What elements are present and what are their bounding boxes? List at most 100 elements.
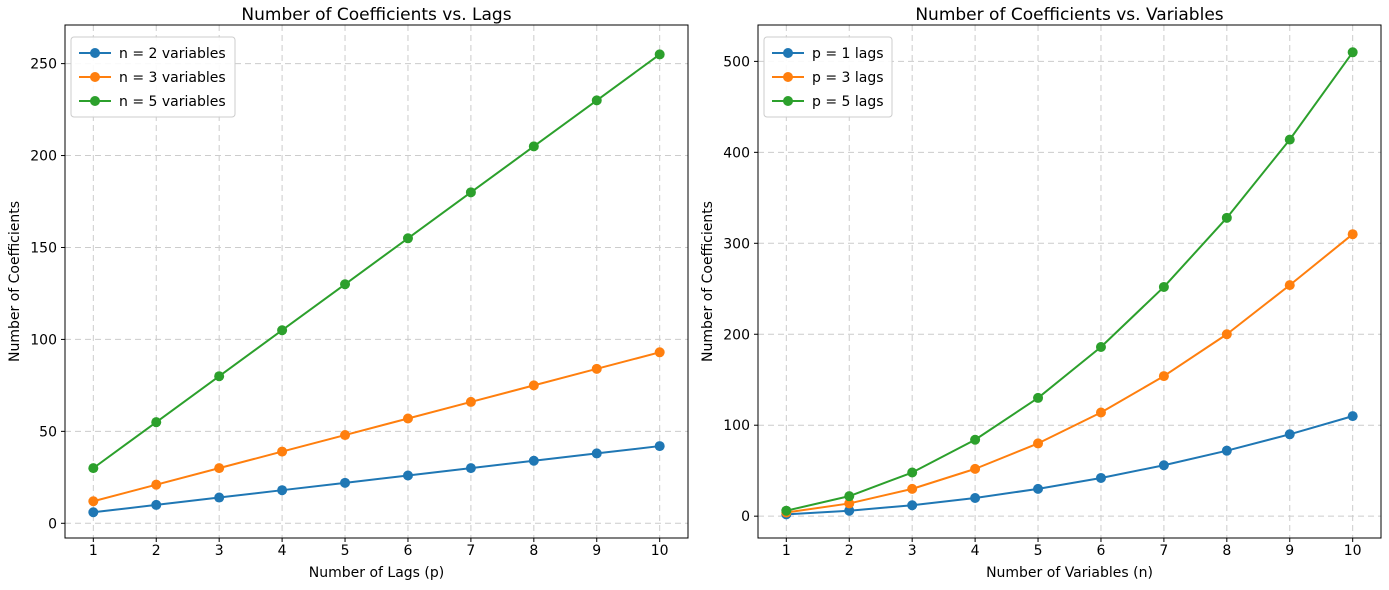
data-point-marker — [1284, 429, 1295, 440]
y-tick-label: 150 — [30, 240, 57, 256]
data-point-marker — [214, 492, 225, 503]
legend-label: n = 2 variables — [119, 46, 226, 62]
legend-box — [763, 36, 893, 118]
legend-marker-dot — [90, 72, 100, 82]
x-axis-label: Number of Lags (p) — [309, 565, 444, 581]
y-tick-label: 500 — [723, 54, 750, 70]
series-line-1 — [92, 351, 661, 503]
data-point-marker — [591, 95, 602, 106]
y-tick-label: 200 — [723, 327, 750, 343]
data-point-marker — [402, 413, 413, 424]
data-point-marker — [151, 479, 162, 490]
data-point-marker — [1158, 371, 1169, 382]
data-point-marker — [1095, 407, 1106, 418]
chart-title: Number of Coefficients vs. Variables — [915, 5, 1223, 25]
series-line-0 — [785, 415, 1354, 516]
legend-label: p = 1 lags — [812, 46, 884, 62]
y-tick-label: 100 — [30, 332, 57, 348]
legend: n = 2 variables n = 3 variables n = 5 vari… — [70, 36, 236, 118]
data-point-marker — [591, 363, 602, 374]
data-point-marker — [151, 417, 162, 428]
legend-marker-dot — [90, 48, 100, 58]
data-point-marker — [465, 463, 476, 474]
legend-marker-dot — [90, 96, 100, 106]
data-point-marker — [591, 448, 602, 459]
legend-marker-dot — [783, 96, 793, 106]
y-axis-label: Number of Coefficients — [7, 201, 23, 362]
data-point-marker — [970, 434, 981, 445]
x-tick-label: 4 — [971, 543, 980, 559]
data-point-marker — [528, 380, 539, 391]
data-point-marker — [402, 233, 413, 244]
data-point-marker — [844, 505, 855, 516]
legend: p = 1 lags p = 3 lags p = 5 lags — [763, 36, 893, 118]
x-tick-label: 3 — [215, 543, 224, 559]
y-tick-label: 50 — [39, 424, 57, 440]
data-point-marker — [781, 505, 792, 516]
data-point-marker — [1347, 411, 1358, 422]
x-tick-label: 6 — [404, 543, 413, 559]
x-tick-label: 2 — [152, 543, 161, 559]
data-point-marker — [1347, 229, 1358, 240]
plot-frame — [64, 24, 689, 539]
data-point-marker — [654, 441, 665, 452]
plot-frame — [757, 24, 1382, 539]
legend-label: p = 5 lags — [812, 94, 884, 110]
y-tick-label: 250 — [30, 57, 57, 73]
data-point-marker — [844, 498, 855, 509]
legend-box — [70, 36, 236, 118]
legend-label: n = 5 variables — [119, 94, 226, 110]
data-point-marker — [970, 463, 981, 474]
legend-label: n = 3 variables — [119, 70, 226, 86]
x-tick-label: 1 — [782, 543, 791, 559]
data-point-marker — [907, 500, 918, 511]
chart-title: Number of Coefficients vs. Lags — [241, 5, 511, 25]
data-point-marker — [340, 430, 351, 441]
data-point-marker — [1221, 329, 1232, 340]
x-tick-label: 1 — [89, 543, 98, 559]
data-point-marker — [1347, 47, 1358, 58]
data-point-marker — [214, 371, 225, 382]
data-point-marker — [277, 325, 288, 336]
series-line-0 — [92, 445, 661, 514]
data-point-marker — [277, 485, 288, 496]
data-point-marker — [1221, 212, 1232, 223]
data-point-marker — [654, 347, 665, 358]
legend-marker-dot — [783, 48, 793, 58]
y-tick-label: 0 — [741, 509, 750, 525]
x-tick-label: 6 — [1097, 543, 1106, 559]
y-tick-label: 0 — [48, 516, 57, 532]
legend-marker-dot — [783, 72, 793, 82]
data-point-marker — [465, 187, 476, 198]
y-tick-label: 300 — [723, 236, 750, 252]
data-point-marker — [88, 463, 99, 474]
y-tick-label: 100 — [723, 418, 750, 434]
y-axis-label: Number of Coefficients — [700, 201, 716, 362]
x-tick-label: 7 — [1159, 543, 1168, 559]
x-tick-label: 5 — [1034, 543, 1043, 559]
data-point-marker — [1033, 438, 1044, 449]
data-point-marker — [88, 496, 99, 507]
data-point-marker — [1158, 281, 1169, 292]
data-point-marker — [970, 492, 981, 503]
x-tick-label: 2 — [845, 543, 854, 559]
x-tick-label: 9 — [592, 543, 601, 559]
data-point-marker — [528, 141, 539, 152]
data-point-marker — [1095, 472, 1106, 483]
x-tick-label: 7 — [466, 543, 475, 559]
data-point-marker — [465, 396, 476, 407]
data-point-marker — [402, 470, 413, 481]
data-point-marker — [277, 446, 288, 457]
series-line-2 — [785, 51, 1354, 512]
x-tick-label: 5 — [341, 543, 350, 559]
data-point-marker — [214, 463, 225, 474]
data-point-marker — [1095, 341, 1106, 352]
data-point-marker — [1284, 280, 1295, 291]
x-tick-label: 8 — [1222, 543, 1231, 559]
legend-label: p = 3 lags — [812, 70, 884, 86]
data-point-marker — [1033, 483, 1044, 494]
x-tick-label: 10 — [1344, 543, 1362, 559]
